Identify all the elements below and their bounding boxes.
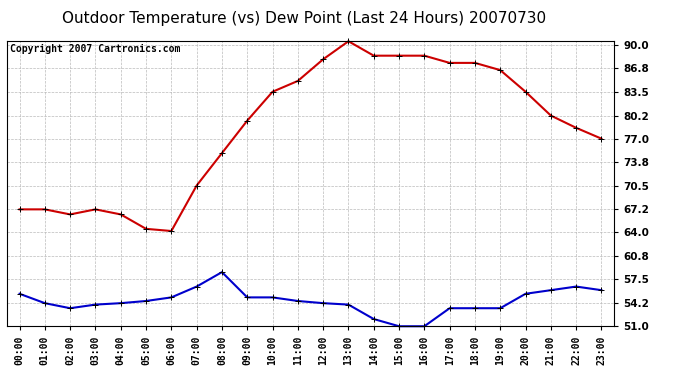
Text: Outdoor Temperature (vs) Dew Point (Last 24 Hours) 20070730: Outdoor Temperature (vs) Dew Point (Last… <box>61 11 546 26</box>
Text: Copyright 2007 Cartronics.com: Copyright 2007 Cartronics.com <box>10 44 180 54</box>
